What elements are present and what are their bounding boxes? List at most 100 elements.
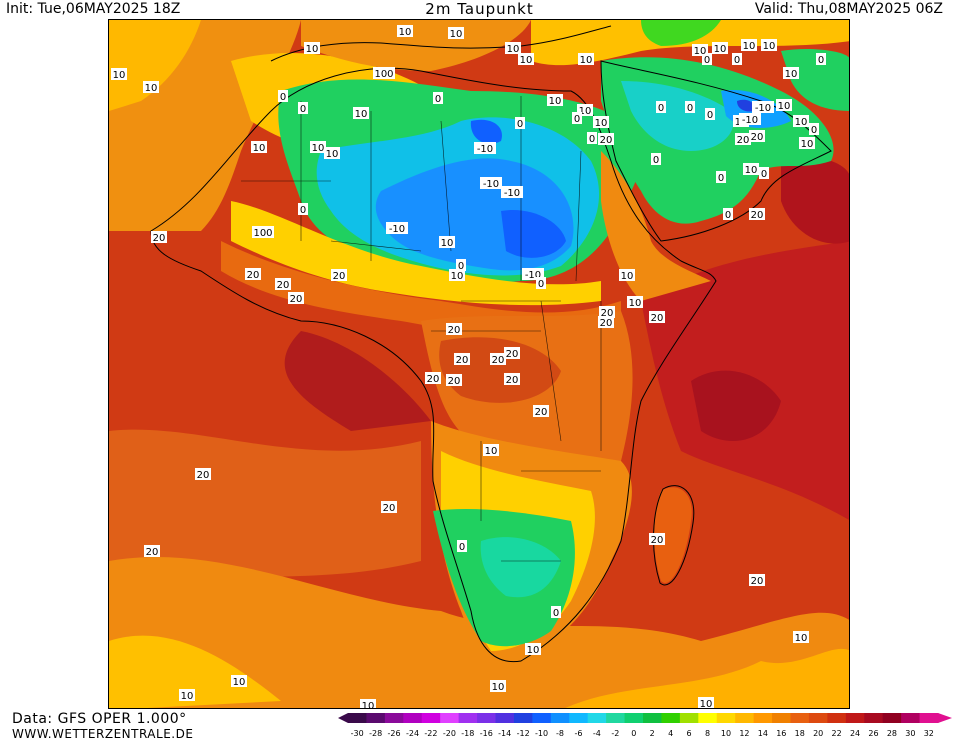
isoline-label-box — [490, 353, 506, 365]
isoline-label: 20 — [448, 376, 461, 387]
equatorial-atlantic-red — [284, 331, 431, 431]
isoline-label: 20 — [651, 535, 664, 546]
colorbar-tick-label: 12 — [739, 729, 749, 738]
isoline-label: 0 — [300, 205, 306, 216]
sahel-yellow — [231, 201, 601, 306]
colorbar-swatch — [772, 713, 791, 723]
colorbar-swatch — [348, 713, 367, 723]
colorbar-tick-label: 28 — [887, 729, 897, 738]
isoline-label: 0 — [589, 134, 595, 145]
colorbar-tick-label: -18 — [461, 729, 474, 738]
isoline-label: 20 — [290, 294, 303, 305]
colorbar-arrow-left — [338, 713, 348, 723]
isoline-label: 10 — [785, 69, 798, 80]
iran-deepblue — [737, 99, 756, 112]
isoline-label-box — [397, 25, 413, 37]
isoline-label: 10 — [580, 55, 593, 66]
colorbar-tick-label: -2 — [611, 729, 619, 738]
colorbar-tick-label: 10 — [721, 729, 731, 738]
isoline-label-box — [716, 171, 726, 183]
colorbar-tick-label: 24 — [850, 729, 860, 738]
isoline-label: -10 — [525, 270, 541, 281]
isoline-label: 0 — [458, 261, 464, 272]
isoline-label: 10 — [579, 106, 592, 117]
isoline-label-box — [525, 643, 541, 655]
isoline-label: 20 — [751, 210, 764, 221]
isoline-label: 10 — [694, 46, 707, 57]
colorbar-swatch — [919, 713, 939, 723]
isoline-label: 10 — [795, 117, 808, 128]
isoline-label-box — [331, 269, 347, 281]
isoline-label: 10 — [145, 83, 158, 94]
colorbar-tick-label: 8 — [705, 729, 710, 738]
isoline-label-box — [547, 94, 563, 106]
isoline-label: 20 — [535, 407, 548, 418]
isoline-label-box — [651, 153, 661, 165]
isoline-label: 10 — [451, 271, 464, 282]
isoline-label: 10 — [306, 44, 319, 55]
colorbar-swatch — [569, 713, 589, 723]
isoline-label-box — [278, 90, 288, 102]
isoline-label: 20 — [456, 355, 469, 366]
isoline-label: 20 — [277, 280, 290, 291]
colorbar-tick-label: -22 — [424, 729, 437, 738]
colorbar-tick-label: 0 — [631, 729, 636, 738]
indian-ocean-deep — [691, 370, 781, 441]
isoline-label: 20 — [737, 135, 750, 146]
isoline-label-box — [783, 67, 799, 79]
isoline-label-box — [448, 27, 464, 39]
isoline-label-box — [151, 231, 167, 243]
isoline-label: 20 — [600, 135, 613, 146]
isoline-label: 10 — [326, 149, 339, 160]
colorbar-swatch — [513, 713, 533, 723]
isoline-label: 0 — [459, 542, 465, 553]
colorbar-tick-label: 30 — [905, 729, 915, 738]
isoline-label: 20 — [751, 132, 764, 143]
colorbar-tick-label: -16 — [480, 729, 493, 738]
isoline-label-box — [504, 373, 520, 385]
colorbar-swatch — [403, 713, 423, 723]
isoline-label-box — [179, 689, 195, 701]
isoline-label-box — [712, 42, 728, 54]
isoline-label: 10 — [763, 41, 776, 52]
isoline-label-box — [252, 226, 274, 238]
isoline-label: 20 — [146, 547, 159, 558]
isoline-label: 10 — [181, 691, 194, 702]
isoline-label-box — [501, 186, 523, 198]
colorbar-swatch — [477, 713, 496, 723]
isoline-label: 0 — [574, 114, 580, 125]
isoline-label: 20 — [383, 503, 396, 514]
isoline-label: 0 — [538, 279, 544, 290]
isoline-label-box — [518, 53, 534, 65]
isoline-label-box — [809, 123, 819, 135]
isoline-label-box — [551, 606, 561, 618]
isoline-label-box — [446, 323, 462, 335]
isoline-label: 20 — [197, 470, 210, 481]
red-sea-orange — [601, 151, 711, 301]
isoline-label: 10 — [520, 55, 533, 66]
isoline-label: 10 — [700, 699, 713, 709]
isoline-label-box — [572, 112, 582, 124]
isoline-label-box — [619, 269, 635, 281]
isoline-label-box — [490, 680, 506, 692]
isoline-label-box — [360, 699, 376, 708]
isoline-label: 0 — [725, 210, 731, 221]
colorbar-swatch — [366, 713, 386, 723]
isoline-label-box — [381, 501, 397, 513]
isoline-label: 20 — [448, 325, 461, 336]
valid-time: Valid: Thu,08MAY2025 06Z — [754, 1, 943, 17]
isoline-label-box — [578, 53, 594, 65]
isoline-label: 20 — [506, 349, 519, 360]
colorbar-swatch — [458, 713, 478, 723]
isoline-label-box — [533, 405, 549, 417]
colorbar-swatch — [735, 713, 755, 723]
isoline-label: -10 — [504, 188, 520, 199]
isoline-label-box — [593, 116, 609, 128]
isoline-label-box — [275, 278, 291, 290]
isoline-label-box — [474, 142, 496, 154]
isoline-label: 0 — [687, 103, 693, 114]
isoline-label: 10 — [253, 143, 266, 154]
isoline-label: 0 — [653, 155, 659, 166]
sahara-deep-blue — [501, 210, 566, 258]
colorbar-tick-label: -12 — [517, 729, 530, 738]
